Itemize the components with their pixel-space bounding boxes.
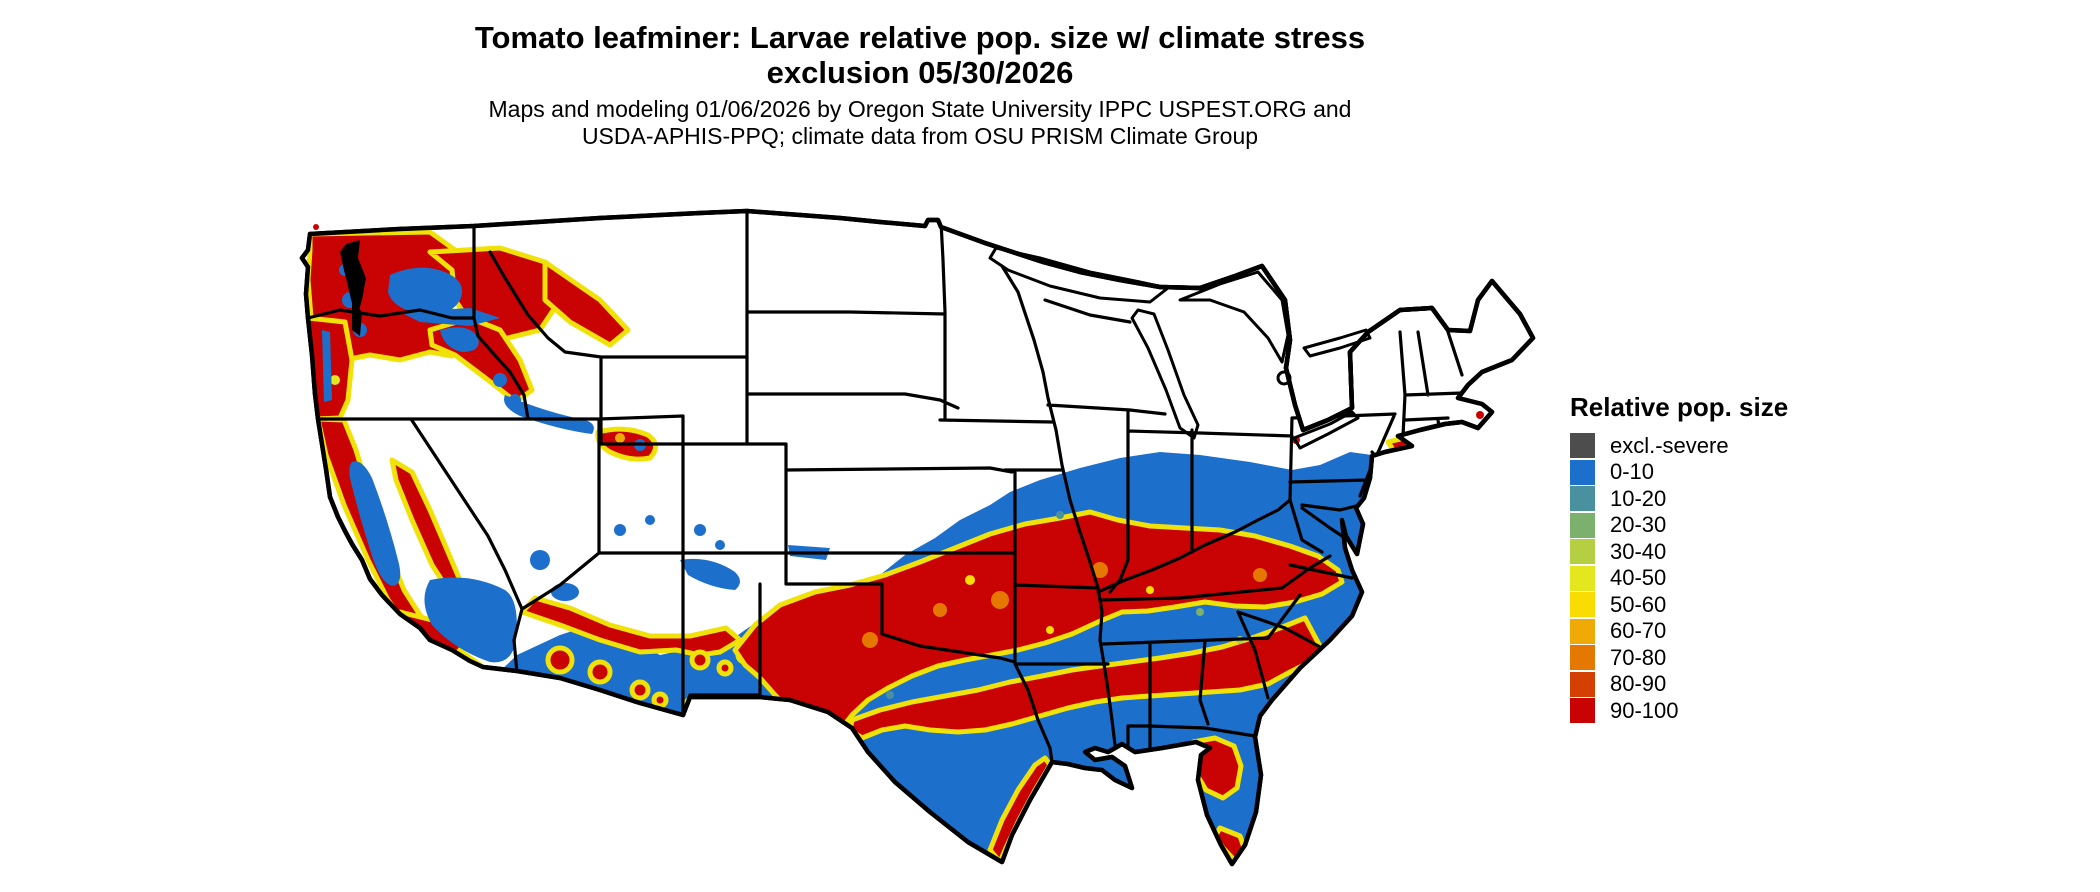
legend-swatch-40-50 — [1570, 565, 1595, 591]
legend-label: 30-40 — [1610, 538, 1667, 564]
lake-erie-icon — [1292, 410, 1360, 450]
lake-michigan-icon — [1130, 308, 1200, 440]
legend-label: excl.-severe — [1610, 432, 1729, 458]
legend-row: 60-70 — [1570, 618, 1788, 644]
legend-row: 70-80 — [1570, 645, 1788, 670]
legend-label: 90-100 — [1610, 697, 1679, 723]
legend-row: 80-90 — [1570, 671, 1788, 697]
legend-row: 50-60 — [1570, 592, 1788, 617]
us-outline — [302, 211, 1533, 864]
map-fringe-texture — [330, 375, 1267, 699]
legend-label: 70-80 — [1610, 644, 1667, 670]
map-subtitle-line1: Maps and modeling 01/06/2026 by Oregon S… — [488, 96, 1352, 122]
legend-row: 30-40 — [1570, 539, 1788, 564]
legend-swatch-30-40 — [1570, 539, 1595, 564]
legend-row: 10-20 — [1570, 486, 1788, 511]
legend-title: Relative pop. size — [1570, 392, 1789, 422]
legend-row: 20-30 — [1570, 512, 1788, 538]
legend-swatch-80-90 — [1570, 671, 1595, 697]
legend-swatch-10-20 — [1570, 486, 1595, 511]
legend-label: 50-60 — [1610, 591, 1667, 617]
legend-label: 0-10 — [1610, 459, 1655, 484]
state-borders — [306, 211, 1464, 764]
map-subtitle-line2: USDA-APHIS-PPQ; climate data from OSU PR… — [581, 123, 1259, 149]
legend-row: excl.-severe — [1570, 433, 1788, 458]
legend-label: 20-30 — [1610, 512, 1667, 537]
legend-label: 60-70 — [1610, 618, 1667, 643]
legend-swatch-20-30 — [1570, 512, 1595, 538]
legend-row: 40-50 — [1570, 565, 1788, 591]
lake-superior-icon — [988, 246, 1170, 304]
legend-swatch-70-80 — [1570, 645, 1595, 670]
legend-label: 40-50 — [1610, 565, 1667, 590]
legend-label: 10-20 — [1610, 485, 1667, 511]
great-lakes — [988, 246, 1372, 450]
legend-swatch-60-70 — [1570, 618, 1595, 644]
map-title-line1: Tomato leafminer: Larvae relative pop. s… — [474, 20, 1366, 55]
titles-block: Tomato leafminer: Larvae relative pop. s… — [0, 0, 1840, 160]
legend-swatch-90-100 — [1570, 698, 1595, 723]
legend-row: 90-100 — [1570, 698, 1788, 723]
map-blue-pockets — [322, 264, 830, 669]
legend-swatch-excl-severe — [1570, 433, 1595, 458]
lake-ontario-icon — [1302, 328, 1372, 358]
legend-swatch-0-10 — [1570, 459, 1595, 485]
puget-sound — [340, 240, 366, 336]
legend: Relative pop. size excl.-severe 0-10 10-… — [1570, 392, 1788, 723]
lake-huron-icon — [1178, 270, 1290, 364]
map-title-line2: exclusion 05/30/2026 — [766, 55, 1074, 90]
legend-label: 80-90 — [1610, 671, 1667, 696]
legend-row: 0-10 — [1570, 459, 1788, 485]
coast-speck — [313, 224, 319, 230]
legend-swatch-50-60 — [1570, 592, 1595, 617]
legend-rows: excl.-severe 0-10 10-20 20-30 30-40 40-5… — [1570, 433, 1788, 723]
